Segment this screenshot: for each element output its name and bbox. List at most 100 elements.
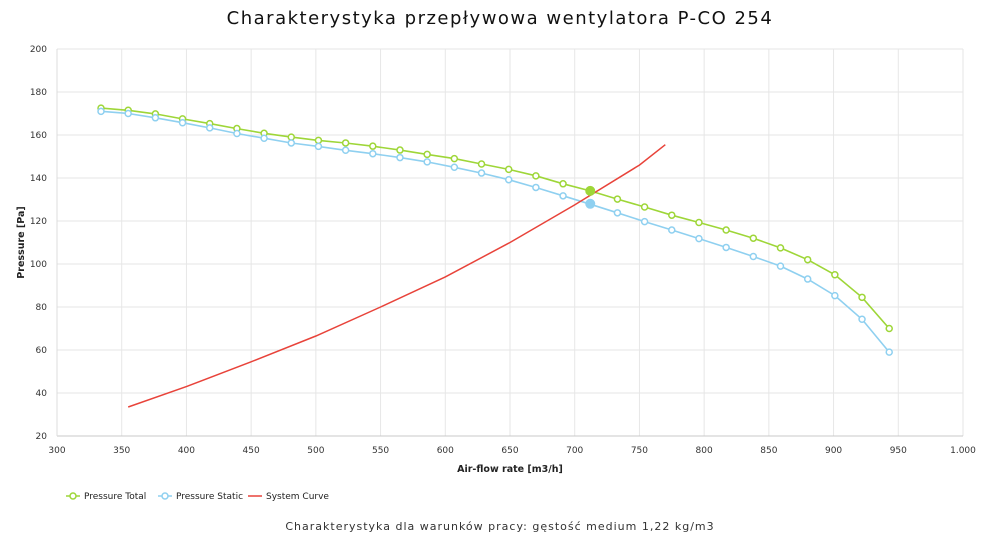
data-point <box>233 129 241 138</box>
data-point <box>803 275 812 283</box>
x-tick-label: 650 <box>501 446 518 456</box>
data-point <box>477 169 486 177</box>
x-tick-label: 800 <box>696 446 713 456</box>
data-point <box>396 153 404 162</box>
data-point <box>314 136 323 145</box>
data-point <box>314 142 323 151</box>
data-point <box>124 109 132 118</box>
legend-swatch-marker <box>69 492 77 500</box>
operating-point-total <box>585 185 596 196</box>
legend-item-pressure-static[interactable]: Pressure Static <box>158 492 243 502</box>
data-point <box>477 160 486 168</box>
data-point <box>151 114 160 122</box>
y-tick-label: 160 <box>30 131 47 141</box>
data-point <box>559 180 567 188</box>
data-point <box>178 118 187 127</box>
data-point <box>205 124 214 132</box>
x-tick-label: 500 <box>307 446 324 456</box>
series <box>97 104 893 408</box>
data-point <box>695 234 703 243</box>
data-point <box>831 291 839 300</box>
x-tick-label: 350 <box>113 446 130 456</box>
data-point <box>450 163 459 171</box>
x-tick-label: 450 <box>243 446 260 456</box>
data-point <box>885 348 893 356</box>
x-axis-label: Air-flow rate [m3/h] <box>457 464 563 475</box>
data-point <box>722 226 730 234</box>
y-tick-label: 200 <box>30 45 47 55</box>
data-point <box>749 252 758 261</box>
data-point <box>559 192 567 200</box>
x-tick-label: 850 <box>760 446 777 456</box>
y-tick-label: 80 <box>36 303 48 313</box>
chart-footnote: Charakterystyka dla warunków pracy: gęst… <box>285 520 715 533</box>
data-point <box>885 324 893 333</box>
series-line <box>100 107 890 330</box>
data-point <box>640 217 649 226</box>
chart-title: Charakterystyka przepływowa wentylatora … <box>226 8 774 29</box>
legend-item-system-curve[interactable]: System Curve <box>248 492 329 502</box>
data-point <box>423 150 431 159</box>
data-point <box>749 234 758 242</box>
data-point <box>423 158 431 166</box>
data-point <box>668 211 676 219</box>
data-point <box>640 203 649 211</box>
y-tick-label: 120 <box>30 217 47 227</box>
data-point <box>722 243 730 252</box>
data-point <box>613 195 622 203</box>
y-tick-label: 40 <box>36 389 48 399</box>
data-point <box>532 172 540 180</box>
data-point <box>613 209 622 217</box>
legend-label: System Curve <box>266 492 329 502</box>
series-system-curve <box>127 144 666 408</box>
data-point <box>341 139 350 147</box>
data-point <box>803 255 812 264</box>
data-point <box>532 183 540 192</box>
x-tick-label: 750 <box>631 446 648 456</box>
data-point <box>504 165 513 174</box>
y-tick-label: 60 <box>36 346 48 356</box>
data-point <box>396 146 404 154</box>
data-point <box>450 154 459 163</box>
series-line <box>100 110 890 353</box>
legend-swatch-marker <box>161 492 169 500</box>
x-tick-labels: 300 350 400 450 500 550 600 650 700 750 800 850 900 9… <box>48 446 976 456</box>
legend-label: Pressure Total <box>84 492 146 502</box>
x-tick-label: 900 <box>825 446 842 456</box>
operating-point-static <box>585 198 596 209</box>
legend-item-pressure-total[interactable]: Pressure Total <box>66 492 146 502</box>
series-pressure-total <box>97 104 893 333</box>
x-tick-label: 700 <box>566 446 583 456</box>
data-point <box>776 262 785 270</box>
x-tick-label: 950 <box>890 446 907 456</box>
x-tick-label: 1.000 <box>950 446 976 456</box>
x-tick-label: 400 <box>178 446 195 456</box>
data-point <box>369 149 377 158</box>
data-point <box>287 139 296 147</box>
data-point <box>695 218 703 227</box>
data-point <box>260 134 268 142</box>
series-pressure-static <box>97 107 893 356</box>
y-tick-label: 140 <box>30 174 47 184</box>
y-tick-label: 180 <box>30 88 47 98</box>
y-tick-label: 20 <box>36 432 48 442</box>
data-point <box>858 315 866 324</box>
legend-label: Pressure Static <box>176 492 243 502</box>
y-tick-labels: 20 40 60 80 100 120 140 160 180 200 <box>30 45 47 442</box>
data-point <box>504 175 513 184</box>
x-tick-label: 300 <box>48 446 65 456</box>
axes <box>56 49 963 437</box>
series-line <box>127 144 666 408</box>
data-point <box>831 271 839 279</box>
legend[interactable]: Pressure Total Pressure Static System Curv… <box>66 492 329 502</box>
data-point <box>776 244 785 252</box>
data-point <box>341 146 350 155</box>
x-tick-label: 600 <box>437 446 454 456</box>
data-point <box>97 107 105 116</box>
y-axis-label: Pressure [Pa] <box>16 206 27 278</box>
data-point <box>858 293 866 302</box>
x-tick-label: 550 <box>372 446 389 456</box>
y-tick-label: 100 <box>30 260 47 270</box>
data-point <box>668 226 676 234</box>
